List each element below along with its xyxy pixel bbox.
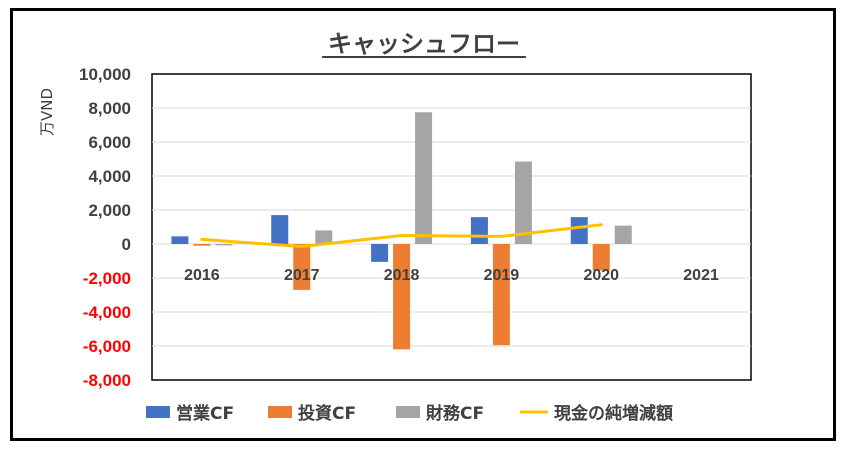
chart-title: キャッシュフロー	[328, 30, 520, 58]
y-tick-label: 4,000	[88, 167, 131, 186]
y-tick-label: 6,000	[88, 133, 131, 152]
x-tick-label: 2018	[384, 267, 420, 284]
line-point-2020	[599, 223, 603, 227]
bar-1-2016	[171, 236, 189, 244]
x-tick-label: 2017	[284, 267, 320, 284]
y-tick-label: -2,000	[83, 269, 131, 288]
x-tick-label: 2019	[484, 267, 520, 284]
legend-swatch	[396, 406, 420, 418]
line-point-2016	[200, 237, 204, 241]
legend: 営業CF 投資CF 財務CF 現金の純増減額	[146, 403, 673, 424]
y-tick-label: 0	[122, 235, 131, 254]
bar-1-2019	[470, 217, 488, 244]
line-point-2019	[499, 234, 503, 238]
x-tick-labels: 2016 2017 2018 2019 2020 2021	[184, 267, 719, 284]
bar-3-2019	[514, 161, 532, 244]
bars	[171, 112, 632, 350]
x-tick-label: 2021	[683, 267, 719, 284]
bar-2-2016	[193, 244, 211, 246]
bar-1-2020	[570, 217, 588, 244]
title-group: キャッシュフロー	[322, 30, 526, 58]
bar-3-2018	[415, 112, 433, 244]
y-tick-label: -6,000	[83, 337, 131, 356]
plot-area	[151, 73, 752, 381]
legend-swatch	[146, 406, 170, 418]
net-change-line	[200, 223, 603, 249]
legend-label: 財務CF	[425, 403, 484, 424]
bar-3-2020	[614, 225, 632, 244]
legend-label: 投資CF	[298, 403, 356, 424]
bar-2-2019	[492, 244, 510, 346]
x-tick-label: 2016	[184, 267, 220, 284]
y-axis-label: 万VND	[38, 88, 56, 136]
bar-2-2020	[592, 244, 610, 271]
line-point-2017	[300, 245, 304, 249]
y-tick-label: 8,000	[88, 99, 131, 118]
y-tick-label: -4,000	[83, 303, 131, 322]
y-tick-label: 10,000	[79, 65, 131, 84]
x-tick-label: 2020	[583, 267, 619, 284]
bar-3-2017	[315, 230, 333, 244]
legend-swatch	[268, 406, 292, 418]
legend-label: 営業CF	[176, 403, 234, 424]
bar-1-2017	[271, 215, 289, 244]
bar-3-2016	[215, 244, 233, 246]
bar-1-2018	[371, 244, 389, 262]
legend-label: 現金の純増減額	[554, 403, 673, 424]
gridlines	[152, 107, 751, 347]
y-tick-label: 2,000	[88, 201, 131, 220]
bar-2-2018	[393, 244, 411, 350]
y-tick-labels: 10,000 8,000 6,000 4,000 2,000 0 -2,000 -4,000 -…	[79, 65, 131, 390]
bar-2-2017	[293, 244, 311, 290]
line-point-2018	[400, 234, 404, 237]
y-tick-label: -8,000	[83, 371, 131, 390]
